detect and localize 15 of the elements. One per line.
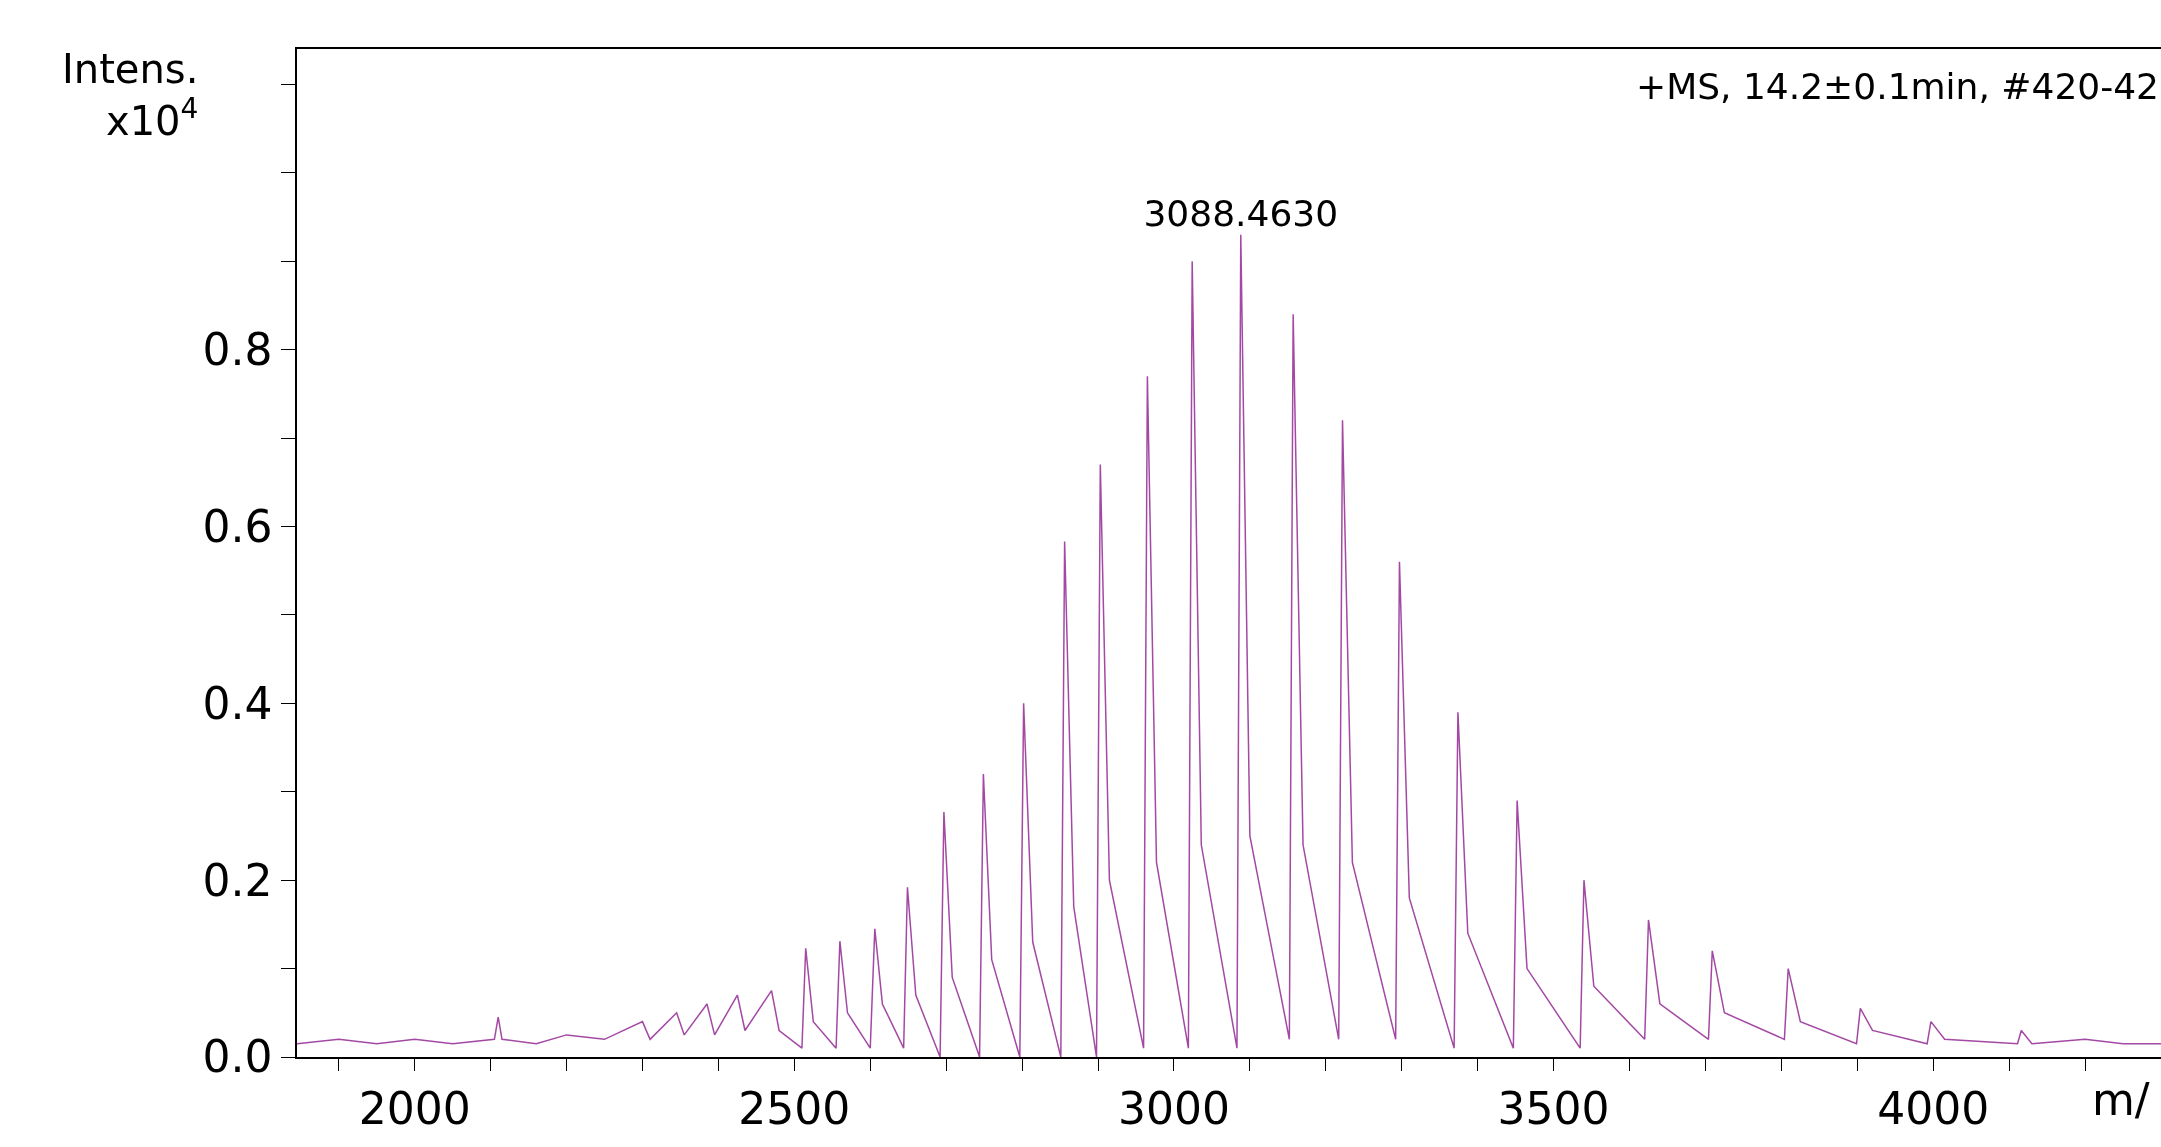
annotation: 3088.4630: [1143, 192, 1339, 234]
y-axis-title: Intens. x10$^{4}$: [62, 46, 199, 144]
x-tick-label: 3000: [1117, 1082, 1230, 1134]
line-series: [297, 233, 2161, 1057]
x-tick-label: 4000: [1877, 1082, 1990, 1134]
y-tick-label: 0.0: [202, 1031, 273, 1083]
y-tick-label: 0.8: [202, 324, 273, 376]
x-tick-label: 2500: [738, 1082, 851, 1134]
text: +MS, 14.2±0.1min, #420-42: [1636, 66, 2159, 107]
y-tick-label: 0.6: [202, 500, 273, 552]
x-axis-title: m/: [2092, 1074, 2150, 1125]
y-tick-label: 0.4: [202, 677, 273, 729]
x-tick-label: 2000: [358, 1082, 471, 1134]
y-tick-label: 0.2: [202, 854, 273, 906]
x-tick-label: 3500: [1497, 1082, 1610, 1134]
